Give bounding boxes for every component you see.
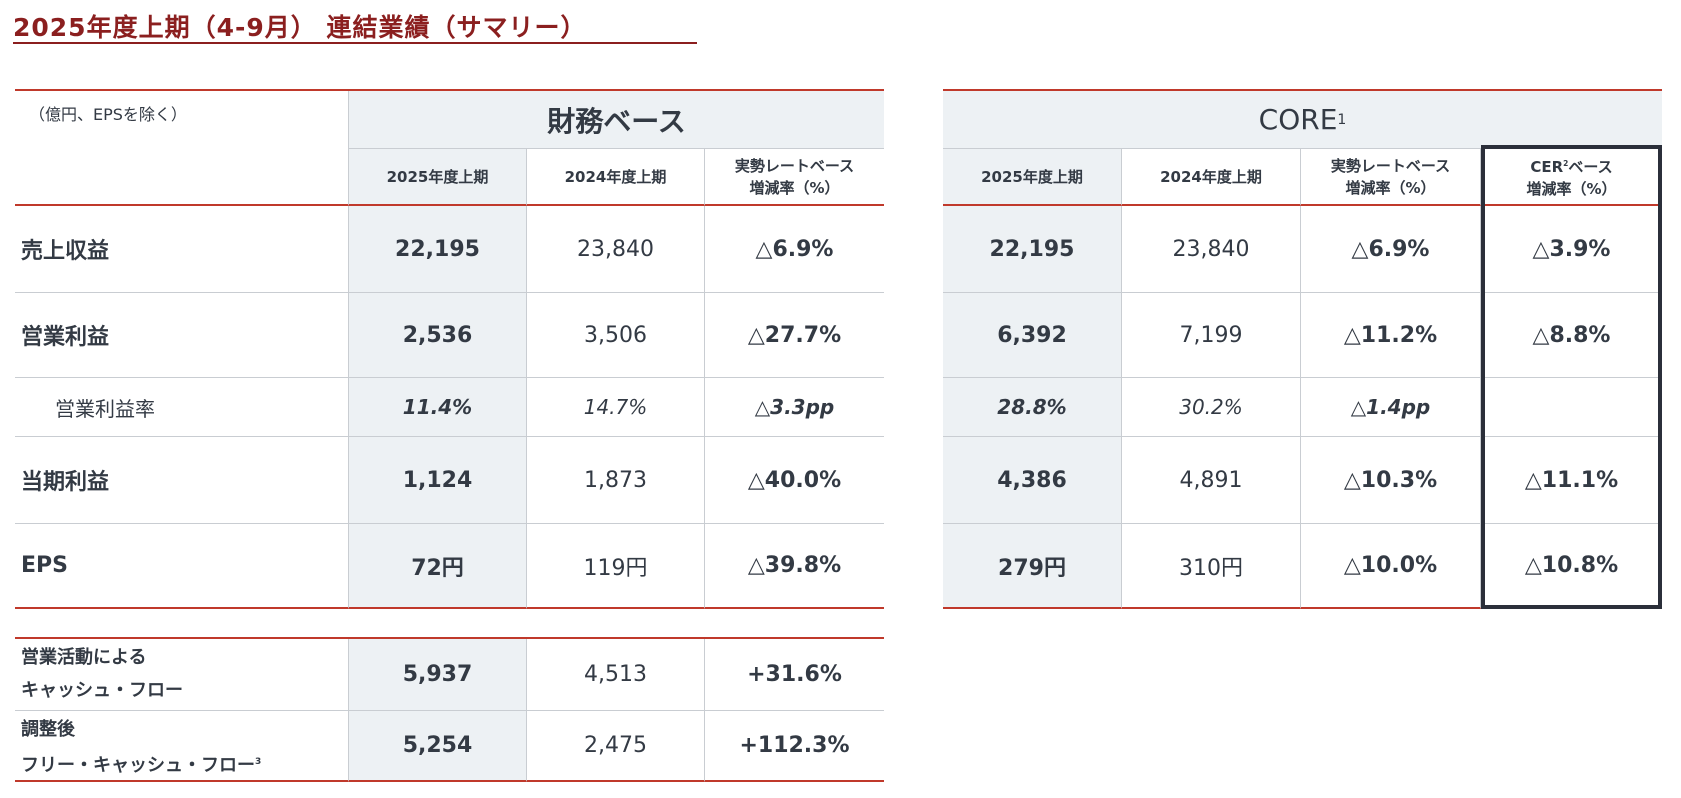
unit-note: （億円、EPSを除く） [15, 91, 349, 206]
value-cell: 6,392 [943, 293, 1122, 378]
footnote-marker: 1 [1337, 111, 1347, 128]
value-cell: 1,124 [349, 437, 527, 524]
value-cell: 23,840 [1122, 206, 1301, 293]
cer-label: CER [1530, 158, 1564, 176]
value-cell: 5,254 [349, 711, 527, 782]
column-header: 実勢レートベース 増減率（%） [1301, 149, 1481, 206]
value-cell: △8.8% [1481, 293, 1662, 378]
value-cell: △6.9% [705, 206, 884, 293]
core-table: CORE 1 2025年度上期 2024年度上期 実勢レートベース 増減率（%） CER2ベ… [943, 89, 1662, 609]
column-header: CER2ベース増減率（%） [1481, 149, 1662, 206]
value-cell: 3,506 [527, 293, 705, 378]
value-cell: 7,199 [1122, 293, 1301, 378]
value-cell: △10.3% [1301, 437, 1481, 524]
value-cell: +112.3% [705, 711, 884, 782]
value-cell: 2,536 [349, 293, 527, 378]
value-cell: 30.2% [1122, 378, 1301, 437]
value-cell: △3.9% [1481, 206, 1662, 293]
value-cell: 310円 [1122, 524, 1301, 609]
value-cell: △3.3pp [705, 378, 884, 437]
row-label: EPS [15, 524, 349, 609]
value-cell: 1,873 [527, 437, 705, 524]
value-cell: △11.1% [1481, 437, 1662, 524]
value-cell: 14.7% [527, 378, 705, 437]
row-label-line: キャッシュ・フロー [21, 680, 183, 701]
row-label: 調整後フリー・キャッシュ・フロー3 [15, 711, 349, 782]
value-cell: 4,386 [943, 437, 1122, 524]
cash-flow-table: 営業活動による キャッシュ・フロー 5,937 4,513 +31.6% 調整後 フリー・キ… [15, 637, 884, 782]
column-header: 2024年度上期 [527, 149, 705, 206]
value-cell: 22,195 [943, 206, 1122, 293]
row-label-line: フリー・キャッシュ・フロー [21, 755, 255, 776]
value-cell: 22,195 [349, 206, 527, 293]
financial-heading: 財務ベース [349, 91, 884, 149]
row-label: 当期利益 [15, 437, 349, 524]
cer-subtitle: 増減率（%） [1526, 180, 1617, 198]
value-cell: 2,475 [527, 711, 705, 782]
core-heading: CORE 1 [943, 91, 1662, 149]
column-header: 実勢レートベース 増減率（%） [705, 149, 884, 206]
column-header: 2025年度上期 [943, 149, 1122, 206]
footnote-marker: 2 [1563, 159, 1569, 168]
core-heading-text: CORE [1258, 103, 1338, 136]
cer-suffix: ベース [1568, 158, 1613, 176]
value-cell: △10.0% [1301, 524, 1481, 609]
value-cell: 4,891 [1122, 437, 1301, 524]
page-title: 2025年度上期（4-9月） 連結業績（サマリー） [13, 8, 697, 44]
value-cell: 23,840 [527, 206, 705, 293]
row-label-line: 営業活動による [21, 647, 147, 668]
column-header: 2025年度上期 [349, 149, 527, 206]
value-cell: +31.6% [705, 639, 884, 711]
value-cell: △11.2% [1301, 293, 1481, 378]
column-header: 2024年度上期 [1122, 149, 1301, 206]
row-label: 営業利益 [15, 293, 349, 378]
value-cell: 28.8% [943, 378, 1122, 437]
value-cell: 4,513 [527, 639, 705, 711]
value-cell: △39.8% [705, 524, 884, 609]
value-cell: 5,937 [349, 639, 527, 711]
value-cell: 72円 [349, 524, 527, 609]
value-cell: 279円 [943, 524, 1122, 609]
value-cell [1481, 378, 1662, 437]
row-label: 売上収益 [15, 206, 349, 293]
value-cell: △10.8% [1481, 524, 1662, 609]
footnote-marker: 3 [255, 757, 262, 767]
value-cell: 119円 [527, 524, 705, 609]
value-cell: △1.4pp [1301, 378, 1481, 437]
row-label: 営業利益率 [15, 378, 349, 437]
value-cell: △6.9% [1301, 206, 1481, 293]
financial-table: （億円、EPSを除く） 財務ベース 2025年度上期 2024年度上期 実勢レートベース… [15, 89, 884, 609]
value-cell: △40.0% [705, 437, 884, 524]
row-label-line: 調整後 [21, 719, 75, 740]
value-cell: △27.7% [705, 293, 884, 378]
row-label: 営業活動によるキャッシュ・フロー [15, 639, 349, 711]
value-cell: 11.4% [349, 378, 527, 437]
